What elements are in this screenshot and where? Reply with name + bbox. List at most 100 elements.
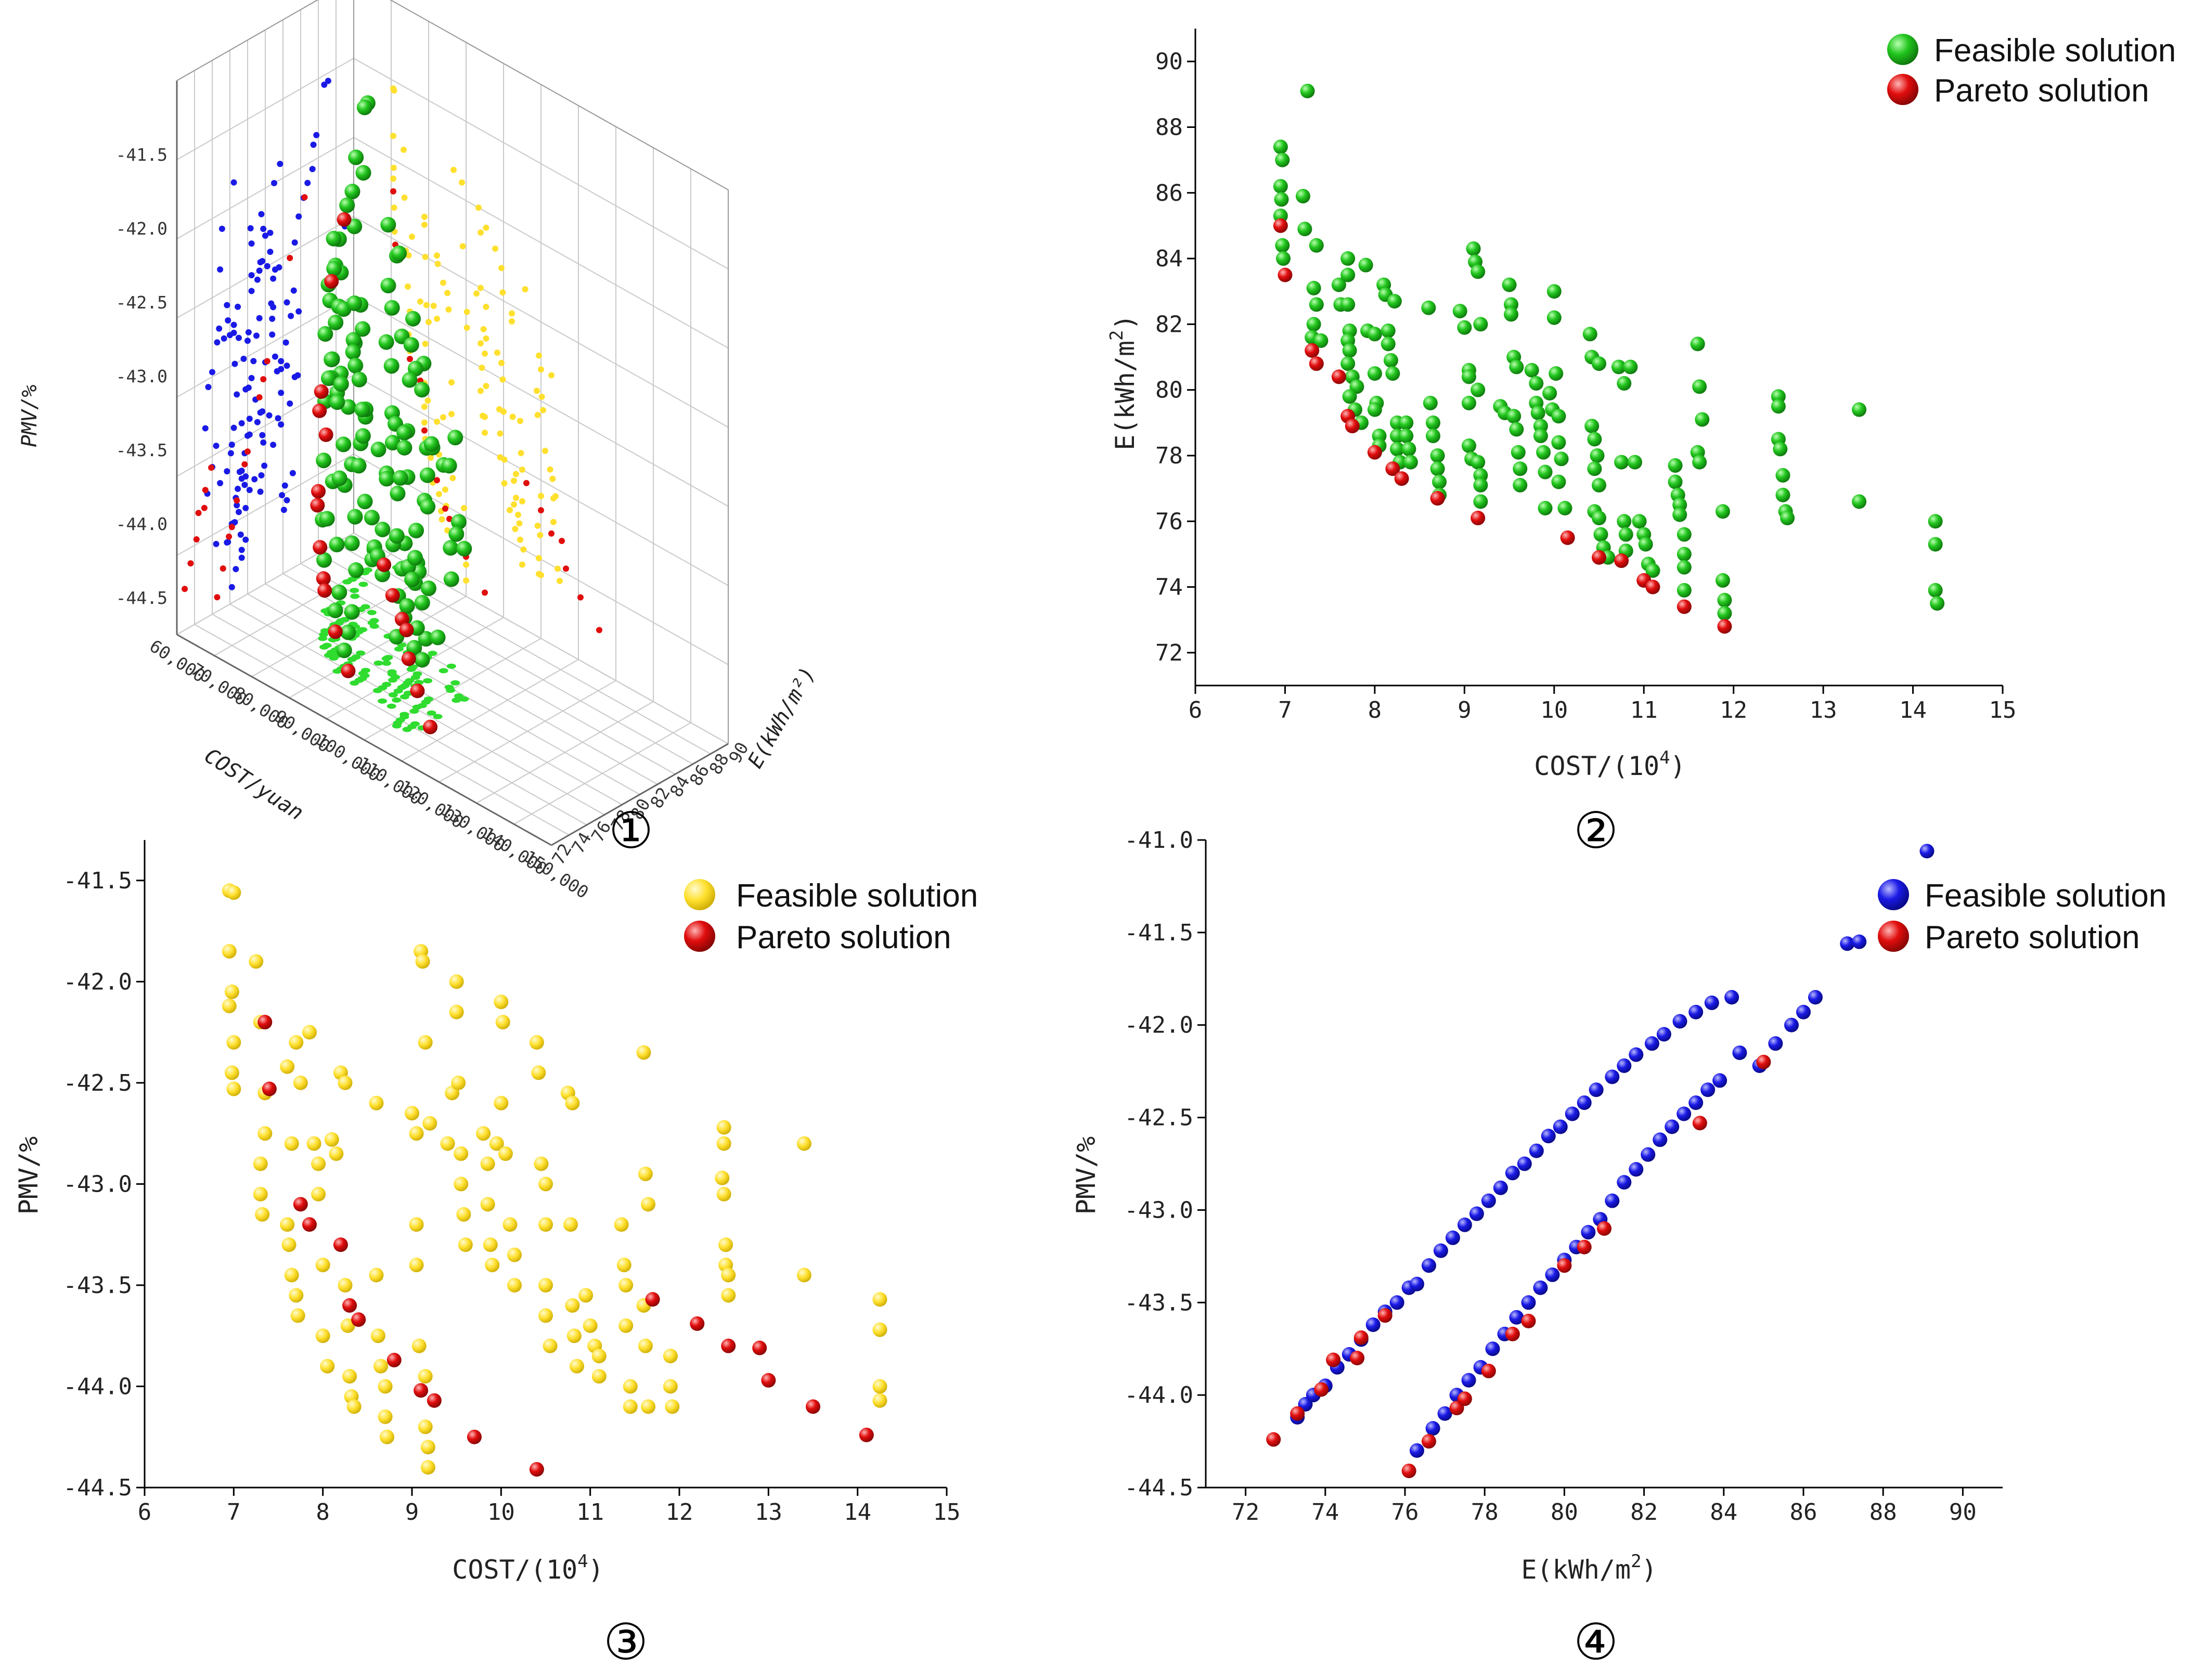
panel-2-point-feasible <box>1367 402 1382 417</box>
panel-4-point-feasible <box>1629 1047 1644 1062</box>
panel-1-projection-green <box>319 631 329 637</box>
panel-1-projection-yellow <box>445 306 452 313</box>
panel-1-zlabel: PMV/% <box>18 385 42 447</box>
panel-2-point-feasible <box>1677 560 1692 575</box>
panel-3-point-feasible <box>224 1065 239 1080</box>
panel-3-point-feasible <box>449 974 464 989</box>
panel-4-point-pareto <box>1401 1463 1416 1478</box>
panel-1-projection-blue <box>258 211 265 217</box>
panel-2-points <box>1273 83 1945 634</box>
panel-2-point-pareto <box>1309 356 1324 371</box>
panel-1-projection-yellow <box>536 555 542 562</box>
panel-1-projection-yellow <box>518 450 524 457</box>
panel-1-projection-blue <box>269 315 276 322</box>
panel-1-projection-blue <box>221 335 227 342</box>
panel-1-ztick-label: -43.0 <box>116 366 167 386</box>
panel-1-projection-yellow <box>497 430 504 437</box>
panel-3-legend-marker-pareto <box>684 921 715 952</box>
panel-4-point-feasible <box>1541 1129 1556 1144</box>
panel-4-point-pareto <box>1557 1258 1572 1273</box>
panel-4-point-feasible <box>1688 1095 1704 1110</box>
panel-3-point-pareto <box>257 1015 273 1030</box>
panel-1-projection-red <box>538 507 544 514</box>
panel-3-point-feasible <box>226 885 241 900</box>
panel-3-point-feasible <box>872 1292 887 1307</box>
panel-2-point-pareto <box>1645 579 1660 595</box>
panel-1-projection-blue <box>247 225 254 231</box>
panel-1-projection-red <box>260 376 267 383</box>
panel-1-projection-yellow <box>536 352 542 359</box>
panel-3-point-feasible <box>370 1328 385 1343</box>
panel-2-legend-marker-pareto <box>1887 74 1918 105</box>
panel-1-projection-blue <box>270 304 277 311</box>
panel-1-projection-yellow <box>511 477 517 484</box>
panel-1-projection-blue <box>231 360 238 367</box>
panel-1-point-feasible <box>443 571 459 587</box>
panel-3-point-feasible <box>311 1156 326 1171</box>
panel-1-point-pareto <box>314 384 329 399</box>
panel-1-projection-yellow <box>473 290 480 297</box>
panel-3-point-pareto <box>386 1352 402 1367</box>
panel-1-projection-yellow <box>550 519 557 525</box>
panel-1-point-pareto <box>399 623 414 638</box>
panel-2-point-feasible <box>1511 445 1526 460</box>
panel-2-point-feasible <box>1390 442 1404 457</box>
panel-4-energy-vs-pmv: 72 74 76 78 80 82 84 86 88 90 -41.0 -41.5 -42.0 -42.5… <box>1071 827 2167 1671</box>
panel-1-projection-yellow <box>401 195 408 201</box>
panel-2-point-feasible <box>1584 419 1600 434</box>
panel-1-projection-blue <box>245 384 252 391</box>
panel-3-xtick-label: 12 <box>666 1499 693 1526</box>
panel-1-projection-yellow <box>483 383 489 390</box>
panel-4-point-pareto <box>1577 1239 1592 1255</box>
panel-2-point-feasible <box>1715 573 1730 588</box>
panel-1-projection-blue <box>321 81 328 88</box>
panel-4-point-feasible <box>1481 1193 1496 1208</box>
panel-3-ytick-label: -41.5 <box>63 868 132 894</box>
panel-1-point-feasible <box>354 402 370 418</box>
panel-2-point-feasible <box>1551 409 1566 424</box>
panel-2-point-feasible <box>1471 264 1486 279</box>
panel-1-projection-green <box>358 581 368 587</box>
panel-2-ytick-label: 84 <box>1155 245 1183 272</box>
panel-4-label: ④ <box>1574 1613 1618 1671</box>
panel-3-point-feasible <box>284 1136 299 1151</box>
panel-1-projection-red <box>187 560 194 567</box>
panel-3-point-pareto <box>414 1383 429 1398</box>
panel-4-point-feasible <box>1617 1175 1632 1190</box>
panel-4-point-feasible <box>1732 1045 1747 1061</box>
panel-1-projection-blue <box>267 249 274 255</box>
panel-1-projection-green <box>452 697 461 703</box>
panel-2-point-pareto <box>1385 461 1400 476</box>
panel-3-xtick-label: 13 <box>755 1499 782 1526</box>
panel-2-point-feasible <box>1645 563 1660 578</box>
panel-1-projection-blue <box>230 329 237 336</box>
panel-2-point-feasible <box>1593 527 1608 542</box>
panel-1-projection-green <box>446 688 456 693</box>
panel-2-point-feasible <box>1592 356 1606 371</box>
panel-1-projection-red <box>434 477 440 484</box>
panel-1-projection-red <box>421 427 428 434</box>
panel-1-projection-blue <box>290 287 297 294</box>
panel-3-point-feasible <box>369 1095 384 1110</box>
panel-1-projection-blue <box>224 302 230 308</box>
panel-2-point-feasible <box>1771 399 1786 414</box>
panel-1-projection-yellow <box>498 265 505 272</box>
panel-1-projection-green <box>446 663 456 669</box>
panel-2-point-feasible <box>1617 376 1632 391</box>
panel-3-point-feasible <box>538 1217 553 1232</box>
panel-1-projection-blue <box>309 166 316 172</box>
panel-1-point-feasible <box>351 371 367 387</box>
panel-1-point-feasible <box>348 149 364 165</box>
panel-1-point-feasible <box>391 245 407 262</box>
panel-4-point-feasible <box>1665 1119 1680 1134</box>
panel-1-projection-red <box>256 394 263 400</box>
panel-2-point-feasible <box>1432 474 1447 489</box>
panel-4-xtick-label: 76 <box>1391 1499 1419 1526</box>
panel-2-point-feasible <box>1611 359 1626 374</box>
panel-3-point-pareto <box>262 1081 277 1096</box>
panel-1-projection-red <box>182 586 188 592</box>
panel-2-point-feasible <box>1928 514 1943 529</box>
panel-1-projection-yellow <box>391 204 397 211</box>
panel-1-point-feasible <box>347 357 364 373</box>
